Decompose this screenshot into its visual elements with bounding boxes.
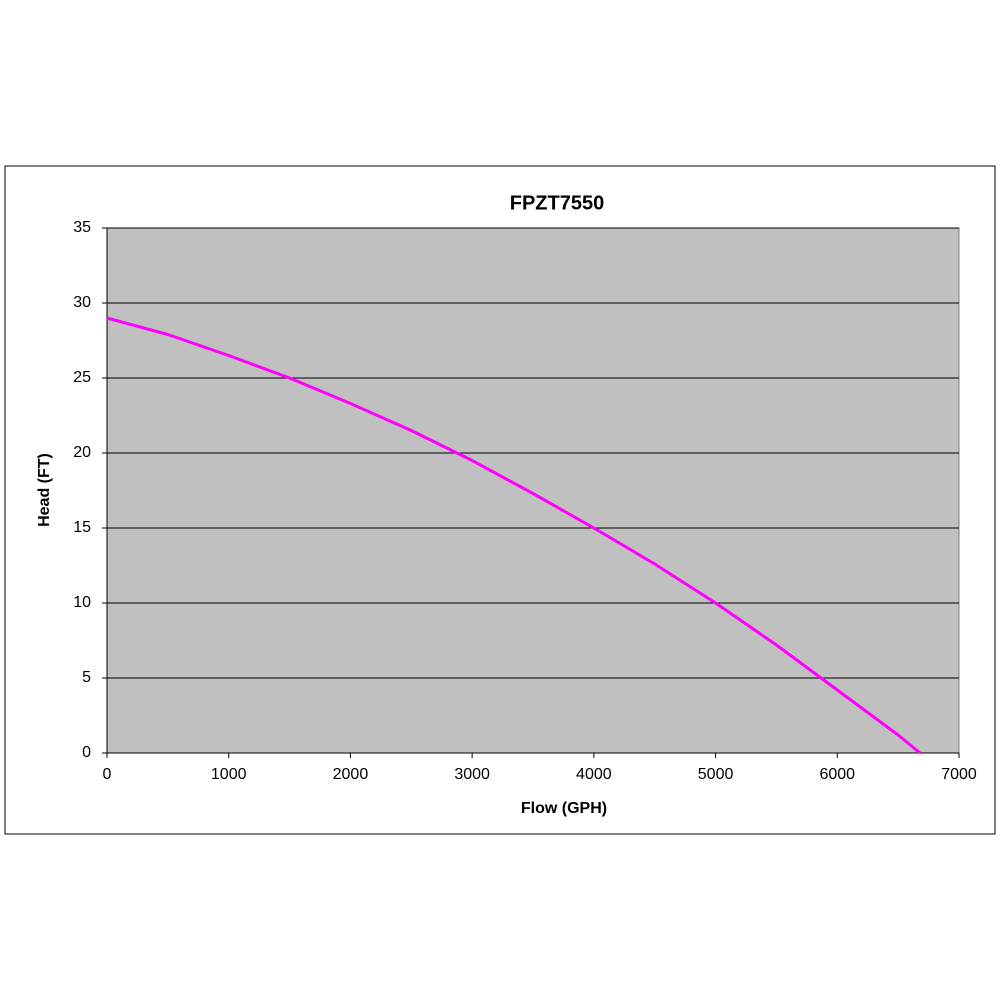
y-tick-label: 10 <box>73 594 91 611</box>
chart-title: FPZT7550 <box>510 192 604 214</box>
plot-area <box>106 227 960 754</box>
y-axis-title: Head (FT) <box>36 453 53 527</box>
y-tick-label: 20 <box>73 444 91 461</box>
line-series <box>106 316 922 755</box>
y-tick-label: 15 <box>73 519 91 536</box>
x-axis-title: Flow (GPH) <box>521 800 607 817</box>
y-tick-label: 0 <box>82 744 91 761</box>
y-tick-label: 30 <box>73 294 91 311</box>
x-tick-label: 3000 <box>454 766 490 783</box>
x-tick-label: 4000 <box>576 766 612 783</box>
x-tick-label: 0 <box>103 766 112 783</box>
x-tick-label: 1000 <box>211 766 247 783</box>
x-tick-label: 2000 <box>333 766 369 783</box>
y-tick-label: 5 <box>82 669 91 686</box>
y-tick-label: 35 <box>73 219 91 236</box>
x-tick-label: 7000 <box>941 766 977 783</box>
x-tick-label: 5000 <box>698 766 734 783</box>
y-tick-label: 25 <box>73 369 91 386</box>
x-tick-label: 6000 <box>819 766 855 783</box>
